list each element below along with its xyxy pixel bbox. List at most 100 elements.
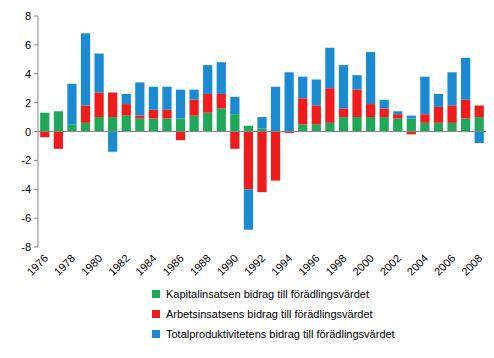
x-tick-label: 1992 — [242, 252, 268, 278]
bar — [203, 113, 212, 132]
bar — [271, 87, 280, 132]
bar — [122, 116, 131, 132]
y-tick — [34, 218, 38, 219]
bar — [434, 94, 443, 107]
chart: -8-6-4-202468197619781980198219841986198… — [0, 0, 494, 358]
bar — [298, 98, 307, 124]
bar — [380, 100, 389, 109]
bar — [94, 54, 103, 93]
y-tick-label: 0 — [25, 126, 31, 138]
x-tick-label: 2006 — [432, 252, 458, 278]
bar — [393, 114, 402, 118]
x-tick-label: 1990 — [214, 252, 240, 278]
bar — [122, 104, 131, 116]
bar — [244, 126, 253, 132]
bar — [461, 100, 470, 119]
y-tick — [34, 131, 38, 132]
y-tick-label: 8 — [25, 10, 31, 22]
bar — [447, 106, 456, 123]
bar — [54, 111, 63, 112]
bar — [312, 124, 321, 131]
bar — [366, 52, 375, 104]
bar — [461, 119, 470, 132]
bar — [475, 117, 484, 131]
y-tick — [34, 189, 38, 190]
bar — [162, 87, 171, 110]
bar — [352, 117, 361, 131]
bar — [176, 132, 185, 141]
bar — [230, 132, 239, 149]
bar — [54, 111, 63, 131]
bar — [461, 58, 470, 100]
y-tick — [34, 102, 38, 103]
y-tick — [34, 16, 38, 17]
bar — [257, 117, 266, 129]
x-tick-label: 1998 — [323, 252, 349, 278]
bar — [108, 117, 117, 131]
bar — [162, 110, 171, 119]
bar — [447, 72, 456, 105]
bar — [149, 110, 158, 119]
bar — [447, 123, 456, 132]
bar — [434, 107, 443, 123]
bar — [81, 106, 90, 123]
bar — [40, 113, 49, 132]
bar — [434, 123, 443, 132]
bar — [244, 132, 253, 190]
bar — [285, 72, 294, 131]
bar — [149, 87, 158, 110]
legend-label: Kapitalinsatsen bidrag till förädlingsvä… — [166, 288, 369, 300]
x-tick-label: 1982 — [106, 252, 132, 278]
bar — [108, 132, 117, 152]
bar — [325, 123, 334, 132]
y-tick — [34, 44, 38, 45]
bar — [135, 119, 144, 132]
x-tick-label: 1988 — [187, 252, 213, 278]
y-tick — [34, 247, 38, 248]
bar — [135, 116, 144, 119]
bar — [475, 106, 484, 118]
bar — [67, 84, 76, 124]
legend-label: Totalproduktivitetens bidrag till förädl… — [166, 328, 395, 340]
bar — [81, 33, 90, 105]
bar — [380, 117, 389, 131]
bar — [393, 119, 402, 132]
x-tick-label: 1976 — [24, 252, 50, 278]
bar — [298, 124, 307, 131]
bar — [135, 82, 144, 115]
bar — [407, 119, 416, 132]
bar — [366, 104, 375, 117]
bar — [108, 93, 117, 118]
x-tick-label: 1994 — [269, 252, 295, 278]
x-tick-label: 1986 — [160, 252, 186, 278]
x-tick-label: 1978 — [52, 252, 78, 278]
bar — [81, 123, 90, 132]
y-tick-label: -2 — [21, 154, 31, 166]
bar — [407, 116, 416, 119]
bar — [244, 189, 253, 229]
x-tick-label: 2000 — [350, 252, 376, 278]
bar — [366, 117, 375, 131]
y-tick — [34, 160, 38, 161]
x-tick-label: 1980 — [79, 252, 105, 278]
bar — [257, 132, 266, 193]
bar — [190, 90, 199, 100]
x-axis — [38, 131, 486, 132]
legend-label: Arbetsinsatsens bidrag till förädlingsvä… — [166, 308, 373, 320]
bar — [230, 97, 239, 114]
bar — [352, 75, 361, 89]
bar — [339, 65, 348, 108]
bar — [352, 90, 361, 117]
legend-swatch — [152, 330, 160, 338]
legend-swatch — [152, 310, 160, 318]
bar — [271, 132, 280, 181]
bar — [67, 124, 76, 131]
bar — [176, 90, 185, 119]
bar — [162, 119, 171, 132]
bar — [122, 94, 131, 104]
bar — [190, 116, 199, 132]
bar — [217, 94, 226, 108]
y-tick-label: -8 — [21, 241, 31, 253]
bar — [325, 48, 334, 88]
y-tick-label: 6 — [25, 39, 31, 51]
